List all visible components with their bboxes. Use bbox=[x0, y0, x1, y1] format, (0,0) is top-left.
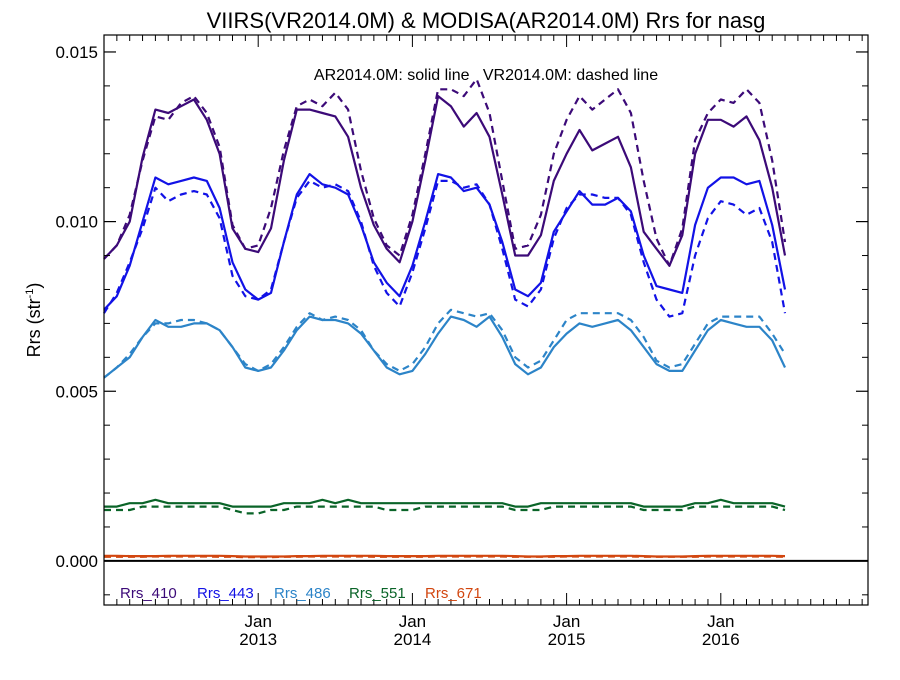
series-line-rrs_551-vr2014.0m bbox=[104, 505, 786, 515]
series-line-rrs_443 bbox=[103, 173, 787, 311]
chart-title: VIIRS(VR2014.0M) & MODISA(AR2014.0M) Rrs… bbox=[207, 8, 766, 33]
x-tick-label-month: Jan bbox=[244, 612, 271, 631]
x-tick-label-month: Jan bbox=[399, 612, 426, 631]
series-line-rrs_410 bbox=[103, 94, 787, 267]
series-line-rrs_443-vr2014.0m bbox=[103, 179, 787, 318]
legend-item-rrs_443: Rrs_443 bbox=[197, 585, 254, 602]
y-axis-label: Rrs (str-1) bbox=[24, 283, 44, 358]
series-line-rrs_486 bbox=[103, 315, 786, 379]
x-tick-label-year: 2013 bbox=[239, 630, 277, 649]
series-layer bbox=[103, 77, 787, 559]
y-tick-label: 0.005 bbox=[55, 382, 98, 401]
chart-subtitle: AR2014.0M: solid line VR2014.0M: dashed … bbox=[314, 67, 658, 84]
y-axis-label-main: Rrs (str bbox=[24, 298, 44, 357]
legend-item-rrs_551: Rrs_551 bbox=[349, 585, 406, 602]
y-tick-label: 0.000 bbox=[55, 552, 98, 571]
legend: Rrs_410 Rrs_443 Rrs_486 Rrs_551 Rrs_671 bbox=[120, 585, 482, 602]
series-line-rrs_410-vr2014.0m bbox=[103, 77, 787, 267]
x-tick-label-year: 2016 bbox=[702, 630, 740, 649]
x-tick-label-month: Jan bbox=[553, 612, 580, 631]
y-axis: 0.000 0.005 0.010 0.015 bbox=[55, 43, 868, 596]
y-axis-label-exponent: -1 bbox=[24, 289, 36, 299]
legend-item-rrs_410: Rrs_410 bbox=[120, 585, 177, 602]
y-axis-label-close: ) bbox=[24, 283, 44, 289]
legend-item-rrs_671: Rrs_671 bbox=[425, 585, 482, 602]
y-tick-label: 0.010 bbox=[55, 213, 98, 232]
x-tick-label-month: Jan bbox=[707, 612, 734, 631]
series-line-rrs_671-vr2014.0m bbox=[104, 555, 786, 559]
x-tick-label-year: 2015 bbox=[548, 630, 586, 649]
y-tick-label: 0.015 bbox=[55, 43, 98, 62]
series-line-rrs_551 bbox=[104, 498, 786, 508]
x-tick-label-year: 2014 bbox=[393, 630, 431, 649]
legend-item-rrs_486: Rrs_486 bbox=[274, 585, 331, 602]
plot-frame bbox=[103, 34, 869, 606]
